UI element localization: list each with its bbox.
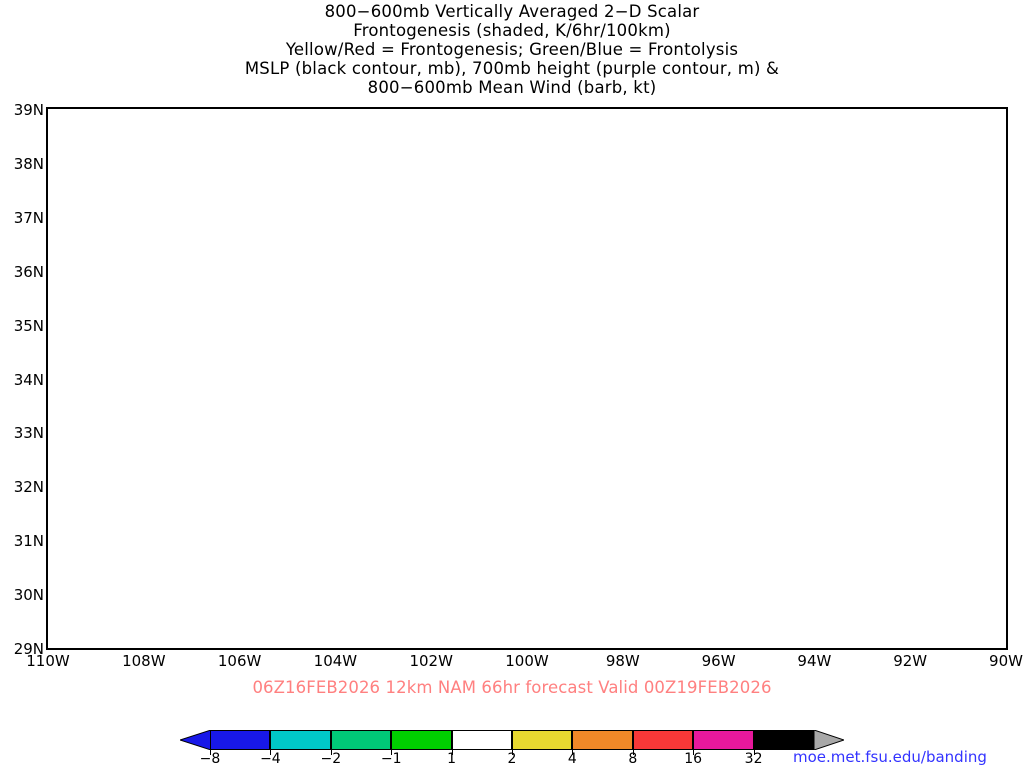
x-tick-96W: 96W [701, 652, 736, 670]
y-tick-38: 38N [13, 154, 44, 173]
colorbar-segment-9[interactable] [753, 730, 814, 750]
colorbar-tickline-5 [512, 750, 513, 755]
x-tick-100W: 100W [505, 652, 549, 670]
y-tick-30: 30N [13, 586, 44, 605]
colorbar-tick-7: 8 [628, 751, 638, 767]
title-line-5: 800−600mb Mean Wind (barb, kt) [367, 78, 657, 97]
x-tick-102W: 102W [409, 652, 453, 670]
colorbar-tickline-0 [210, 750, 211, 755]
colorbar-segment-4[interactable] [451, 730, 512, 750]
x-tick-98W: 98W [605, 652, 640, 670]
title-line-1: 800−600mb Vertically Averaged 2−D Scalar [324, 2, 700, 21]
colorbar-tickline-8 [693, 750, 695, 755]
y-tick-32: 32N [13, 478, 44, 497]
colorbar-tick-3: −1 [380, 751, 402, 767]
colorbar-tick-0: −8 [199, 751, 221, 767]
colorbar-tickline-9 [753, 750, 755, 755]
map-plot-area[interactable] [46, 107, 1008, 650]
watermark-url: moe.met.fsu.edu/banding [793, 748, 987, 766]
y-tick-35: 35N [13, 316, 44, 335]
colorbar[interactable]: −8 −4 −2 −1 1 2 4 8 16 32 [180, 730, 844, 767]
y-tick-36: 36N [13, 262, 44, 281]
colorbar-tick-4: 1 [447, 751, 457, 767]
colorbar-tickline-4 [451, 750, 453, 755]
colorbar-tick-6: 4 [567, 751, 577, 767]
x-tick-104W: 104W [313, 652, 358, 670]
colorbar-segment-8[interactable] [693, 730, 754, 750]
x-tick-94W: 94W [797, 652, 832, 670]
map-canvas [48, 109, 1006, 648]
title-line-2: Frontogenesis (shaded, K/6hr/100km) [353, 21, 671, 40]
x-tick-92W: 92W [893, 652, 928, 670]
colorbar-tick-5: 2 [507, 751, 517, 767]
colorbar-segment-6[interactable] [572, 730, 633, 750]
y-tick-39: 39N [13, 101, 44, 119]
y-tick-37: 37N [13, 208, 44, 227]
forecast-caption: 06Z16FEB2026 12km NAM 66hr forecast Vali… [252, 678, 772, 697]
colorbar-segment-5[interactable] [512, 730, 573, 750]
title-line-4: MSLP (black contour, mb), 700mb height (… [244, 59, 780, 78]
colorbar-tickline-1 [270, 750, 272, 755]
y-tick-29: 29N [13, 640, 44, 658]
y-tick-31: 31N [13, 532, 44, 551]
colorbar-tickline-2 [330, 750, 332, 755]
x-tick-106W: 106W [217, 652, 262, 670]
chart-title: 800−600mb Vertically Averaged 2−D Scalar… [0, 2, 1024, 97]
colorbar-segment-1[interactable] [270, 730, 331, 750]
colorbar-segment-7[interactable] [632, 730, 694, 750]
colorbar-segment-0[interactable] [210, 730, 271, 750]
colorbar-under-wedge [180, 730, 211, 750]
colorbar-segment-2[interactable] [330, 730, 392, 750]
y-tick-34: 34N [13, 370, 44, 389]
title-line-3: Yellow/Red = Frontogenesis; Green/Blue =… [285, 40, 739, 59]
colorbar-tickline-3 [391, 750, 393, 755]
x-tick-110W: 110W [26, 652, 70, 670]
x-tick-90W: 90W [989, 652, 1023, 670]
y-tick-33: 33N [13, 424, 44, 443]
colorbar-tick-9: 32 [744, 751, 763, 767]
colorbar-tick-8: 16 [684, 751, 703, 767]
colorbar-tickline-6 [572, 750, 574, 755]
colorbar-tick-1: −4 [260, 751, 281, 767]
colorbar-segment-3[interactable] [391, 730, 452, 750]
x-tick-108W: 108W [122, 652, 166, 670]
colorbar-tickline-7 [632, 750, 634, 755]
colorbar-over-wedge [814, 730, 844, 750]
colorbar-tick-2: −2 [320, 751, 342, 767]
